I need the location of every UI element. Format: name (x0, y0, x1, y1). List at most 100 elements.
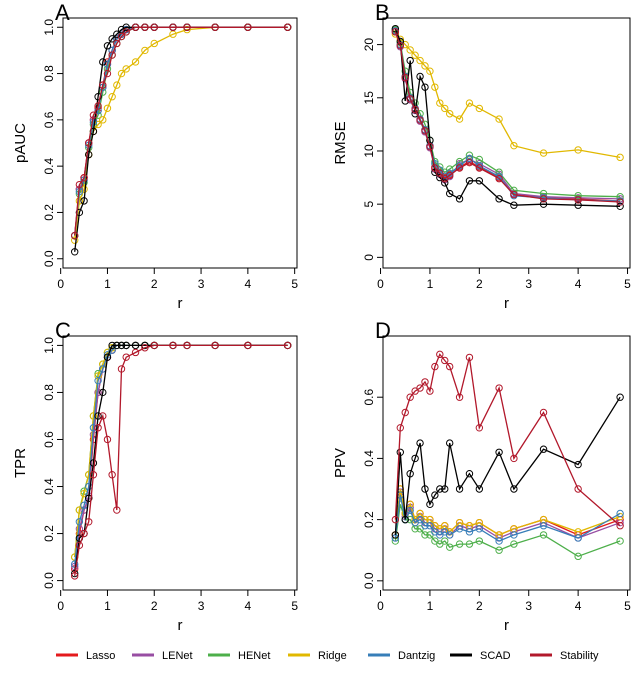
point (416, 116, 424, 124)
point (426, 500, 434, 509)
point (539, 445, 548, 453)
point (574, 196, 582, 204)
x-axis-label: r (504, 617, 509, 634)
series-line (394, 30, 621, 202)
point (131, 23, 140, 31)
point (475, 537, 484, 545)
point (495, 448, 503, 456)
point (94, 388, 102, 397)
point (465, 154, 474, 163)
point (85, 150, 93, 159)
point (421, 531, 429, 539)
point (475, 424, 484, 432)
point (406, 95, 414, 103)
panel-label: C (55, 318, 71, 343)
point (85, 494, 93, 502)
point (465, 99, 474, 107)
point (89, 412, 98, 420)
series-line (394, 29, 621, 198)
legend-label: LENet (162, 650, 193, 662)
point (445, 531, 454, 539)
point (445, 543, 454, 551)
point (510, 141, 518, 150)
point (108, 35, 116, 43)
point (103, 69, 112, 78)
panel-label: B (375, 0, 390, 25)
point (616, 202, 624, 210)
point (122, 23, 130, 31)
point (441, 485, 449, 493)
point (406, 56, 414, 65)
point (89, 459, 98, 467)
point (283, 23, 292, 31)
point (445, 171, 454, 180)
point (475, 177, 484, 185)
x-tick-label: 3 (525, 277, 532, 291)
point (75, 180, 84, 189)
point (426, 143, 434, 151)
point (141, 23, 149, 31)
point (113, 341, 121, 350)
point (99, 116, 107, 124)
series-line (74, 344, 288, 567)
x-tick-label: 4 (575, 277, 582, 291)
x-tick-label: 3 (525, 599, 532, 613)
y-tick-label: 0.0 (362, 572, 376, 589)
point (495, 115, 503, 123)
point (406, 470, 414, 478)
point (411, 454, 419, 463)
series-line (394, 31, 621, 203)
point (94, 424, 102, 432)
point (510, 531, 518, 539)
point (455, 164, 464, 172)
x-axis-label: r (178, 295, 183, 312)
point (89, 471, 98, 479)
point (411, 105, 419, 114)
point (465, 540, 474, 548)
point (396, 41, 404, 50)
y-axis-label: RMSE (332, 121, 349, 164)
y-tick-label: 0 (362, 254, 376, 261)
y-tick-label: 0.2 (42, 204, 56, 221)
y-tick-label: 1.0 (42, 19, 56, 36)
point (131, 348, 140, 357)
x-axis-label: r (178, 617, 183, 634)
point (455, 115, 464, 123)
point (113, 506, 121, 514)
legend-label: Ridge (318, 650, 347, 662)
point (416, 515, 424, 524)
point (75, 208, 84, 217)
point (616, 153, 624, 162)
point (455, 525, 464, 533)
x-tick-label: 2 (476, 599, 483, 613)
series-line (74, 344, 288, 558)
point (445, 362, 454, 371)
point (441, 356, 449, 365)
point (510, 485, 518, 493)
x-tick-label: 0 (377, 277, 384, 291)
point (71, 569, 79, 578)
point (445, 439, 454, 447)
y-tick-label: 0.4 (42, 157, 56, 174)
x-tick-label: 5 (624, 599, 631, 613)
point (455, 485, 464, 493)
point (150, 341, 158, 350)
point (539, 522, 548, 530)
point (391, 30, 400, 38)
point (455, 540, 464, 548)
point (75, 518, 84, 526)
point (117, 341, 126, 350)
x-tick-label: 3 (198, 277, 205, 291)
point (169, 341, 177, 350)
point (113, 30, 121, 38)
point (455, 393, 464, 401)
point (113, 81, 121, 89)
point (495, 537, 503, 545)
point (244, 341, 252, 350)
y-axis-label: PPV (332, 448, 349, 478)
point (94, 412, 102, 420)
series-line (74, 344, 288, 558)
point (436, 99, 444, 107)
y-tick-label: 0.4 (42, 478, 56, 495)
